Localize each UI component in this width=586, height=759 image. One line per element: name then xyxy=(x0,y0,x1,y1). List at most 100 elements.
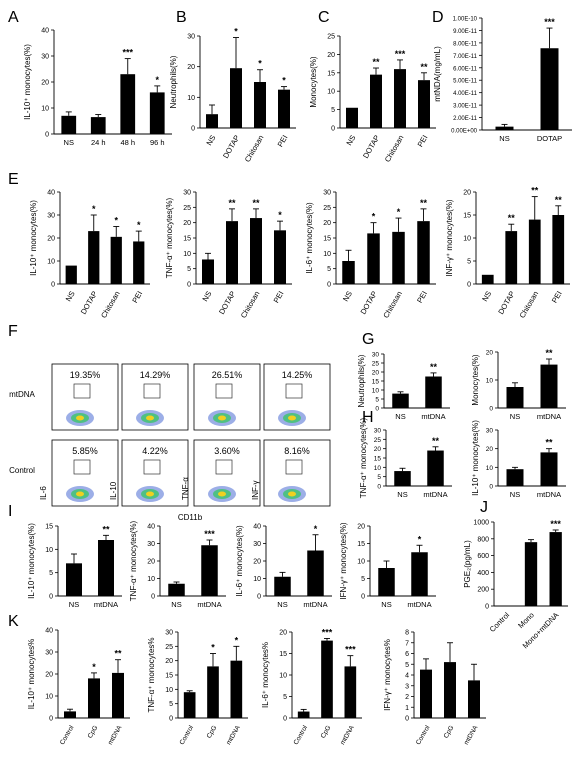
category-label: mtDNA xyxy=(107,724,124,746)
bar xyxy=(321,640,333,718)
category-label: NS xyxy=(64,138,74,147)
bar xyxy=(346,107,358,128)
y-tick-label: 15 xyxy=(165,673,173,680)
y-tick-label: 0 xyxy=(361,594,365,601)
flow-density xyxy=(218,415,226,421)
flow-density xyxy=(218,491,226,497)
bar xyxy=(88,231,100,284)
y-tick-label: 30 xyxy=(41,54,49,61)
bar xyxy=(468,680,480,718)
bar xyxy=(206,114,218,128)
significance-marker: ** xyxy=(252,198,260,208)
y-axis-label: INF-γ⁺ monocytes(%) xyxy=(445,199,454,276)
y-tick-label: 0 xyxy=(485,604,489,611)
y-tick-label: 30 xyxy=(47,213,55,220)
y-tick-label: 0 xyxy=(377,484,381,491)
significance-marker: ** xyxy=(555,195,563,205)
y-tick-label: 10 xyxy=(323,251,331,258)
y-tick-label: 20 xyxy=(279,630,287,637)
y-tick-label: 20 xyxy=(486,446,494,453)
y-tick-label: 2 xyxy=(405,694,409,701)
y-tick-label: 0 xyxy=(45,132,49,139)
category-label: mtDNA xyxy=(303,600,327,609)
category-label: Chitosan xyxy=(239,290,262,320)
category-label: mtDNA xyxy=(197,600,221,609)
flow-x-axis-label: CD11b xyxy=(178,513,203,522)
y-axis-label: PGE₂(pg/mL) xyxy=(463,540,472,588)
category-label: NS xyxy=(64,290,77,304)
y-tick-label: 9.00E-11 xyxy=(453,29,478,35)
flow-plot-frame xyxy=(263,363,331,431)
y-tick-label: 10 xyxy=(187,95,195,102)
y-tick-label: 7 xyxy=(405,640,409,647)
y-tick-label: 30 xyxy=(45,650,53,657)
significance-marker: * xyxy=(234,27,238,37)
y-tick-label: 0 xyxy=(331,126,335,133)
y-tick-label: 25 xyxy=(183,205,191,212)
chart-panel-i3: 0 10 20 30 40 IL-6⁺ monocytes(%) NS * mtDNA xyxy=(235,524,332,609)
y-axis-label: IL-6⁺ monocytes(%) xyxy=(235,525,244,597)
significance-marker: ** xyxy=(420,62,428,72)
y-tick-label: 15 xyxy=(279,651,287,658)
flow-percentage: 14.29% xyxy=(140,370,171,380)
category-label: NS xyxy=(69,600,79,609)
y-tick-label: 0 xyxy=(51,282,55,289)
flow-percentage: 4.22% xyxy=(142,446,168,456)
y-axis-label: IL-10⁺ monocytes(%) xyxy=(27,523,36,599)
category-label: mtDNA xyxy=(94,600,118,609)
bar xyxy=(549,532,562,606)
chart-panel-i2: 0 10 20 30 40 TNF-α⁺ monocytes(%) NS *** mtDNA xyxy=(129,520,226,609)
bar xyxy=(506,387,524,408)
bar xyxy=(230,68,242,128)
category-label: Control xyxy=(415,724,432,746)
panel-letter: G xyxy=(362,331,374,348)
y-tick-label: 600 xyxy=(477,553,489,560)
chart-panel-e1: 0 10 20 30 40 IL-10⁺ monocytes(%) NS * DOTAP * Chi… xyxy=(8,171,150,320)
y-tick-label: 0 xyxy=(169,716,173,723)
chart-panel-e3: 0 5 10 15 20 25 30 IL-6⁺ monocytes(%) NS * DOTAP * C… xyxy=(305,190,436,320)
y-tick-label: 6.00E-11 xyxy=(453,66,478,72)
chart-panel-k4: 0 1 2 3 4 5 6 7 8 IFN-γ⁺ monocytes% Control CpG mtDN… xyxy=(383,630,486,746)
category-label: DOTAP xyxy=(217,290,237,316)
y-tick-label: 3.00E-11 xyxy=(453,104,478,110)
category-label: PEI xyxy=(272,290,286,305)
category-label: Chitosan xyxy=(381,290,404,320)
category-label: NS xyxy=(277,600,287,609)
flow-gate xyxy=(215,459,233,475)
bar xyxy=(417,221,430,284)
category-label: Control xyxy=(179,724,196,746)
category-label: NS xyxy=(171,600,181,609)
category-label: DOTAP xyxy=(79,290,99,316)
chart-panel-k1: 0 10 20 30 40 IL-10⁺ monocytes% Control * CpG ** m… xyxy=(8,613,130,746)
y-tick-label: 10 xyxy=(183,251,191,258)
flow-density xyxy=(146,415,154,421)
category-label: PEI xyxy=(416,134,430,149)
y-tick-label: 25 xyxy=(165,644,173,651)
bar xyxy=(168,583,185,596)
y-tick-label: 40 xyxy=(253,524,261,531)
panel-letter: J xyxy=(480,499,488,516)
significance-marker: *** xyxy=(395,49,406,59)
y-axis-label: Monocytes(%) xyxy=(309,56,318,107)
significance-marker: *** xyxy=(550,519,561,529)
y-tick-label: 20 xyxy=(323,220,331,227)
bar xyxy=(66,563,82,596)
flow-percentage: 8.16% xyxy=(284,446,310,456)
y-tick-label: 2.00E-11 xyxy=(453,116,478,122)
bar xyxy=(274,230,286,284)
y-tick-label: 0 xyxy=(49,716,53,723)
flow-gate xyxy=(285,383,303,399)
significance-marker: * xyxy=(137,220,141,230)
y-tick-label: 7.00E-11 xyxy=(453,54,478,60)
y-tick-label: 10 xyxy=(372,388,380,395)
flow-percentage: 19.35% xyxy=(70,370,101,380)
category-label: Mono xyxy=(516,610,536,630)
y-tick-label: 10 xyxy=(45,694,53,701)
y-tick-label: 0 xyxy=(151,594,155,601)
y-tick-label: 0 xyxy=(467,282,471,289)
y-tick-label: 10 xyxy=(47,259,55,266)
bar xyxy=(411,552,428,596)
y-axis-label: mtNDA(mg/mL) xyxy=(433,46,442,102)
y-tick-label: 30 xyxy=(147,541,155,548)
significance-marker: * xyxy=(92,204,96,214)
